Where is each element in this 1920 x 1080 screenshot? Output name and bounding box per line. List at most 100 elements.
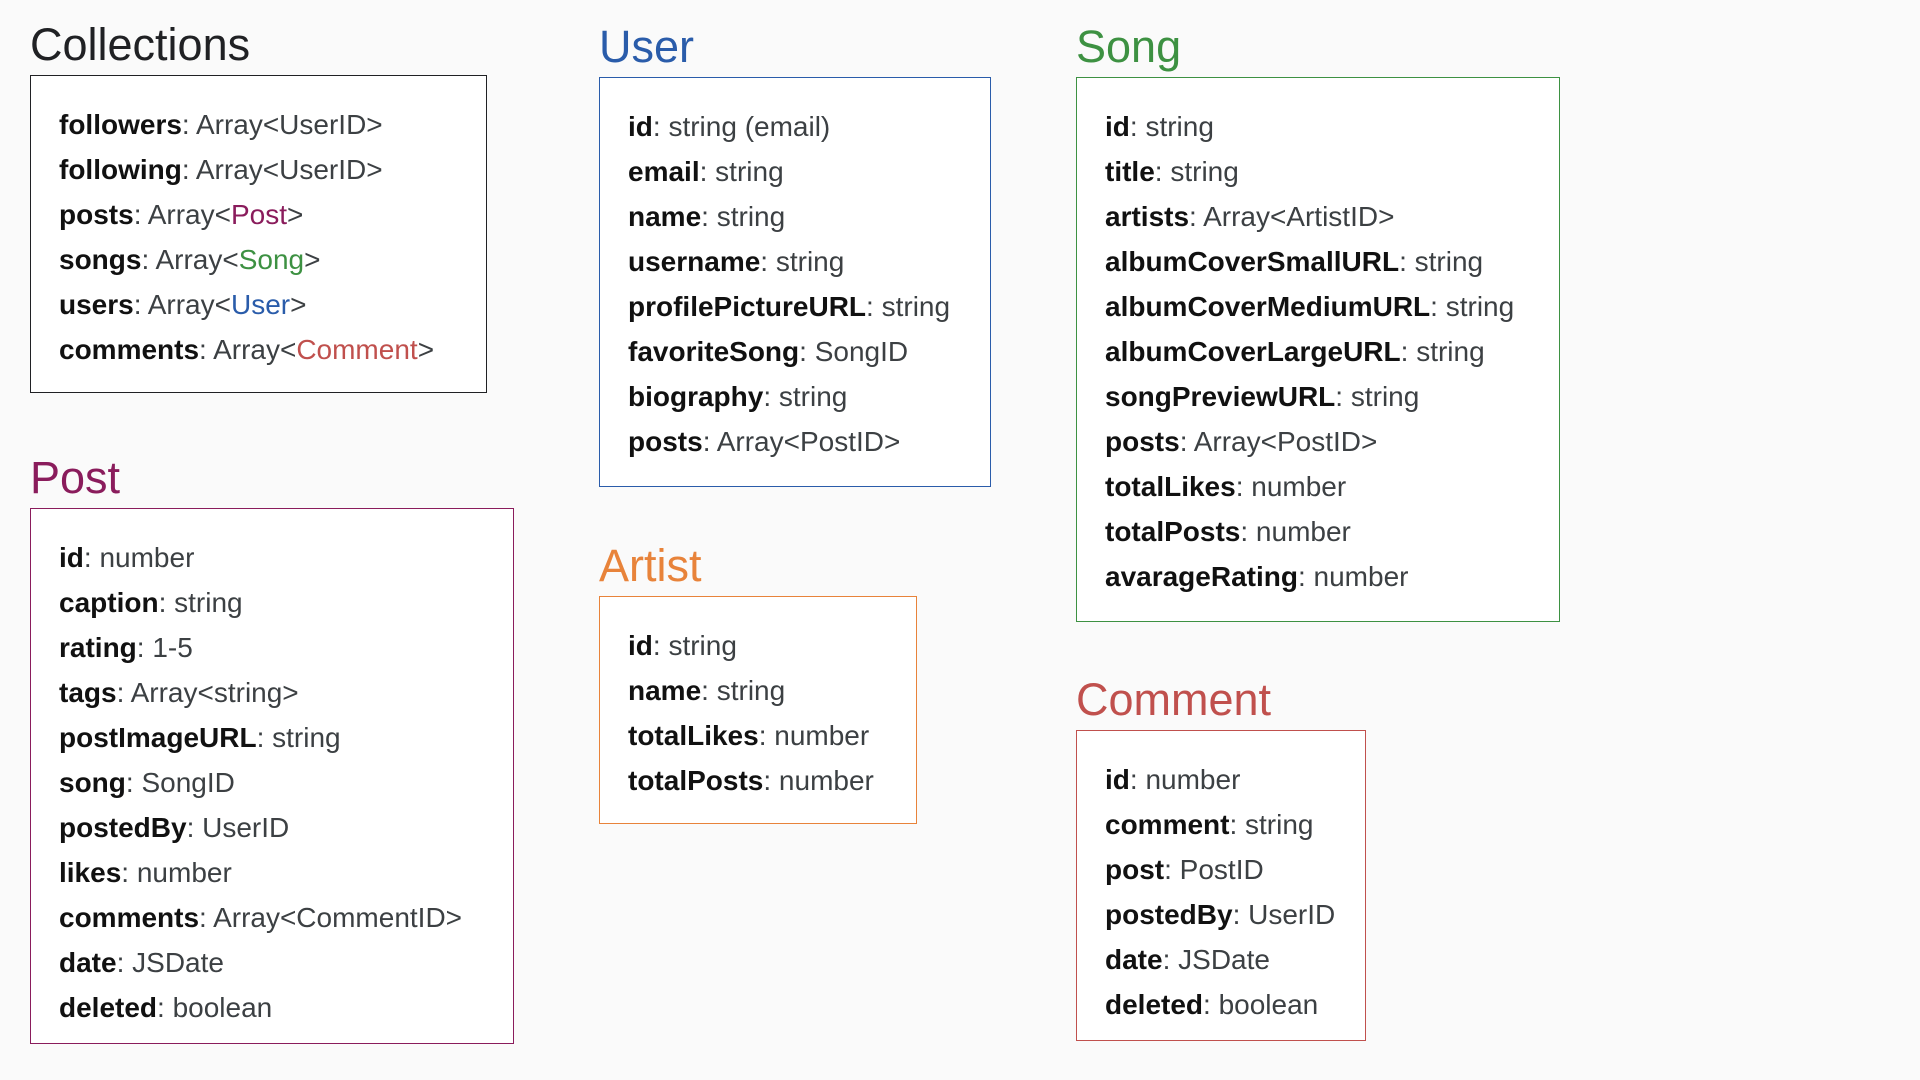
field-type: number [1145,764,1241,795]
field-name: users [59,289,134,320]
field-row: likes: number [59,850,462,895]
field-separator: : [125,767,142,798]
field-separator: : [116,947,133,978]
field-name: songPreviewURL [1105,381,1336,412]
field-type: string [1170,156,1239,187]
field-type: SongID [814,336,909,367]
field-row: totalPosts: number [628,758,874,803]
field-row: id: string (email) [628,104,950,149]
field-row: favoriteSong: SongID [628,329,950,374]
field-list: id: number caption: string rating: 1-5 tags… [59,535,462,1030]
field-name: songs [59,244,142,275]
field-name: id [628,111,653,142]
field-type: Array< [147,289,231,320]
entity-title: Song [1076,21,1182,72]
field-row: songs: Array<Song> [59,237,434,282]
field-type: string [716,201,786,232]
field-type: string [1350,381,1420,412]
field-separator: : [1240,516,1256,547]
field-type: boolean [172,992,273,1023]
field-type: string [775,246,845,277]
field-row: name: string [628,668,874,713]
field-type: JSDate [132,947,224,978]
field-row: postedBy: UserID [59,805,462,850]
field-row: username: string [628,239,950,284]
field-type: string (email) [668,111,831,142]
field-separator: : [1232,899,1249,930]
field-row: date: JSDate [59,940,462,985]
field-name: song [59,767,126,798]
field-type: Array<PostID> [716,426,901,457]
field-type-suffix: > [417,334,435,365]
field-name: artists [1105,201,1190,232]
field-type: number [1313,561,1409,592]
field-row: date: JSDate [1105,937,1335,982]
field-name: following [59,154,182,185]
entity-box: id: number caption: string rating: 1-5 tags… [30,508,514,1044]
field-row: posts: Array<PostID> [628,419,950,464]
field-type: string [1414,246,1484,277]
entity-title: Post [30,452,121,503]
field-name: deleted [1105,989,1204,1020]
field-row: following: Array<UserID> [59,147,434,192]
field-separator: : [199,902,214,933]
field-row: id: number [1105,757,1335,802]
field-row: deleted: boolean [1105,982,1335,1027]
field-list: id: string (email) email: string name: str… [628,104,950,464]
entity-box: id: string (email) email: string name: str… [599,77,991,487]
field-separator: : [758,720,775,751]
field-row: postImageURL: string [59,715,462,760]
field-separator: : [1297,561,1314,592]
field-row: albumCoverLargeURL: string [1105,329,1514,374]
field-separator: : [1335,381,1351,412]
field-name: biography [628,381,764,412]
field-row: profilePictureURL: string [628,284,950,329]
field-name: postImageURL [59,722,257,753]
field-row: users: Array<User> [59,282,434,327]
field-row: id: number [59,535,462,580]
field-separator: : [763,765,779,796]
field-separator: : [1399,246,1415,277]
field-list: id: number comment: string post: PostID pos… [1105,757,1335,1027]
field-row: albumCoverMediumURL: string [1105,284,1514,329]
field-name: totalLikes [628,720,759,751]
field-name: albumCoverLargeURL [1105,336,1401,367]
field-separator: : [763,381,779,412]
field-separator: : [141,244,156,275]
field-name: postedBy [59,812,187,843]
field-type-reference: User [230,289,291,320]
field-name: postedBy [1105,899,1233,930]
field-type: number [99,542,195,573]
field-type: JSDate [1178,944,1270,975]
field-type-reference: Comment [296,334,418,365]
field-type: Array<PostID> [1193,426,1378,457]
field-type: Array<UserID> [195,109,383,140]
field-type: string [174,587,243,618]
field-type: number [778,765,874,796]
field-name: likes [59,857,122,888]
field-type: Array<string> [130,677,299,708]
entity-box: id: string name: string totalLikes: number… [599,596,917,824]
field-row: avarageRating: number [1105,554,1514,599]
field-separator: : [1430,291,1446,322]
field-type-suffix: > [290,289,307,320]
field-separator: : [799,336,815,367]
field-name: rating [59,632,137,663]
field-name: username [628,246,761,277]
field-name: posts [59,199,134,230]
field-separator: : [1203,989,1219,1020]
field-separator: : [1164,854,1180,885]
field-name: id [1105,764,1130,795]
field-name: id [628,630,653,661]
field-row: rating: 1-5 [59,625,462,670]
field-type: string [1445,291,1515,322]
field-separator: : [121,857,137,888]
field-row: comment: string [1105,802,1335,847]
field-separator: : [701,675,717,706]
field-type: number [774,720,870,751]
field-name: comments [59,334,200,365]
field-separator: : [652,630,669,661]
field-type: PostID [1179,854,1264,885]
entity-title: Collections [30,19,251,70]
field-list: id: string title: string artists: Array<Ar… [1105,104,1514,599]
